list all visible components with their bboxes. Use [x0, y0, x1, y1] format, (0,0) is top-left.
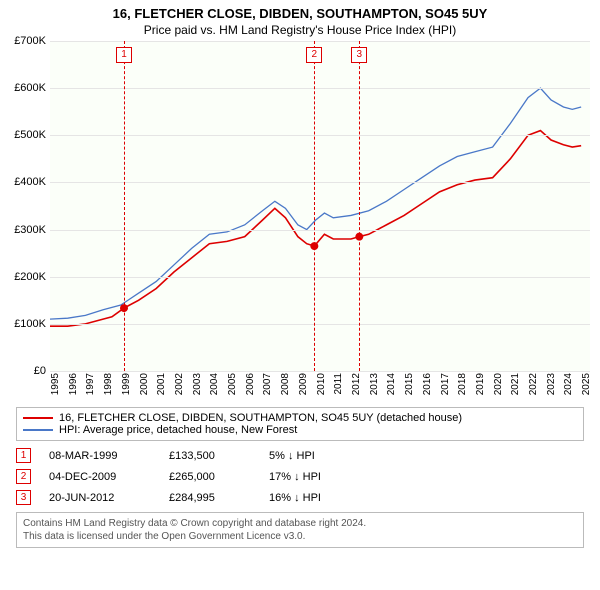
sales-table: 1 08-MAR-1999£133,5005% ↓ HPI 2 04-DEC-2009… — [16, 445, 584, 508]
x-tick-label: 2013 — [369, 373, 380, 395]
y-tick-label: £500K — [14, 129, 46, 141]
x-tick-label: 2011 — [333, 373, 344, 395]
gridline — [50, 88, 590, 89]
table-row: 2 04-DEC-2009£265,00017% ↓ HPI — [16, 466, 584, 487]
gridline — [50, 135, 590, 136]
x-tick-label: 2007 — [262, 373, 273, 395]
y-tick-label: £200K — [14, 271, 46, 283]
x-tick-label: 2019 — [475, 373, 486, 395]
x-tick-label: 2009 — [298, 373, 309, 395]
x-tick-label: 2006 — [245, 373, 256, 395]
x-tick-label: 2001 — [156, 373, 167, 395]
gridline — [50, 230, 590, 231]
x-tick-label: 2024 — [563, 373, 574, 395]
plot-svg — [50, 41, 590, 371]
chart-subtitle: Price paid vs. HM Land Registry's House … — [0, 21, 600, 41]
legend-row-1: 16, FLETCHER CLOSE, DIBDEN, SOUTHAMPTON,… — [23, 412, 577, 424]
sale-price: £265,000 — [169, 471, 269, 483]
x-tick-label: 2015 — [404, 373, 415, 395]
x-tick-label: 2010 — [316, 373, 327, 395]
y-tick-label: £100K — [14, 318, 46, 330]
x-tick-label: 2016 — [422, 373, 433, 395]
sale-index-box: 2 — [16, 469, 31, 484]
legend-swatch-2 — [23, 429, 53, 431]
sale-vline — [314, 41, 315, 371]
sale-index-box: 1 — [16, 448, 31, 463]
sale-vline — [359, 41, 360, 371]
x-tick-label: 1998 — [103, 373, 114, 395]
x-tick-label: 2017 — [440, 373, 451, 395]
y-tick-label: £700K — [14, 35, 46, 47]
x-tick-label: 2004 — [209, 373, 220, 395]
x-tick-label: 2022 — [528, 373, 539, 395]
x-tick-label: 2018 — [457, 373, 468, 395]
gridline — [50, 41, 590, 42]
sale-date: 08-MAR-1999 — [49, 450, 169, 462]
series-hpi — [50, 88, 581, 319]
plot-area: £0£100K£200K£300K£400K£500K£600K£700K123 — [50, 41, 590, 371]
sale-date: 20-JUN-2012 — [49, 492, 169, 504]
footer-line-1: Contains HM Land Registry data © Crown c… — [23, 517, 577, 530]
x-tick-label: 2003 — [192, 373, 203, 395]
legend-swatch-1 — [23, 417, 53, 419]
sale-flag: 2 — [306, 47, 322, 63]
x-tick-label: 1995 — [50, 373, 61, 395]
sale-vs-hpi: 16% ↓ HPI — [269, 492, 389, 504]
chart-container: 16, FLETCHER CLOSE, DIBDEN, SOUTHAMPTON,… — [0, 0, 600, 590]
x-tick-label: 2002 — [174, 373, 185, 395]
chart-title: 16, FLETCHER CLOSE, DIBDEN, SOUTHAMPTON,… — [0, 0, 600, 21]
sale-vs-hpi: 17% ↓ HPI — [269, 471, 389, 483]
gridline — [50, 277, 590, 278]
sale-price: £133,500 — [169, 450, 269, 462]
sale-flag: 3 — [351, 47, 367, 63]
chart-area: £0£100K£200K£300K£400K£500K£600K£700K123… — [50, 41, 590, 401]
series-price_paid — [50, 131, 581, 327]
x-tick-label: 2000 — [139, 373, 150, 395]
legend-label-2: HPI: Average price, detached house, New … — [59, 424, 297, 436]
legend-row-2: HPI: Average price, detached house, New … — [23, 424, 577, 436]
sale-vs-hpi: 5% ↓ HPI — [269, 450, 389, 462]
sale-price: £284,995 — [169, 492, 269, 504]
sale-vline — [124, 41, 125, 371]
x-tick-label: 1997 — [85, 373, 96, 395]
legend: 16, FLETCHER CLOSE, DIBDEN, SOUTHAMPTON,… — [16, 407, 584, 441]
y-tick-label: £0 — [34, 365, 46, 377]
footer-line-2: This data is licensed under the Open Gov… — [23, 530, 577, 543]
sale-date: 04-DEC-2009 — [49, 471, 169, 483]
y-tick-label: £600K — [14, 82, 46, 94]
x-axis: 1995 1996 1997 1998 1999 2000 2001 2002 2003 2004… — [50, 371, 590, 401]
y-tick-label: £300K — [14, 224, 46, 236]
x-tick-label: 2020 — [493, 373, 504, 395]
sale-flag: 1 — [116, 47, 132, 63]
x-tick-label: 2005 — [227, 373, 238, 395]
y-tick-label: £400K — [14, 176, 46, 188]
gridline — [50, 324, 590, 325]
x-tick-label: 2021 — [510, 373, 521, 395]
x-tick-label: 2023 — [546, 373, 557, 395]
x-tick-label: 2012 — [351, 373, 362, 395]
sale-index-box: 3 — [16, 490, 31, 505]
gridline — [50, 182, 590, 183]
legend-label-1: 16, FLETCHER CLOSE, DIBDEN, SOUTHAMPTON,… — [59, 412, 462, 424]
x-tick-label: 2014 — [386, 373, 397, 395]
table-row: 3 20-JUN-2012£284,99516% ↓ HPI — [16, 487, 584, 508]
x-tick-label: 2008 — [280, 373, 291, 395]
footer: Contains HM Land Registry data © Crown c… — [16, 512, 584, 548]
x-tick-label: 2025 — [581, 373, 592, 395]
table-row: 1 08-MAR-1999£133,5005% ↓ HPI — [16, 445, 584, 466]
x-tick-label: 1999 — [121, 373, 132, 395]
x-tick-label: 1996 — [68, 373, 79, 395]
